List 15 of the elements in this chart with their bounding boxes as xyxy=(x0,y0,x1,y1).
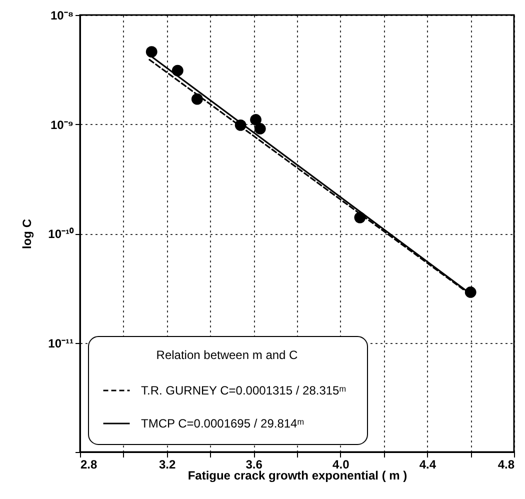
legend-label: T.R. GURNEY C=0.0001315 / 28.315ᵐ xyxy=(141,384,346,398)
y-tick-label: 10⁻⁹ xyxy=(50,118,74,132)
x-tick-label: 3.6 xyxy=(246,458,263,472)
x-tick-label: 2.8 xyxy=(80,458,98,472)
y-axis-title: log C xyxy=(20,218,34,249)
y-tick-label: 10⁻¹¹ xyxy=(48,336,74,350)
legend-label: TMCP C=0.0001695 / 29.814ᵐ xyxy=(141,416,304,430)
y-tick-label: 10⁻¹⁰ xyxy=(48,227,74,241)
y-tick-label: 10⁻⁸ xyxy=(50,8,74,22)
x-tick-label: 4.8 xyxy=(498,458,515,472)
x-tick-label: 4.4 xyxy=(419,458,436,472)
x-tick-label: 3.2 xyxy=(158,458,176,472)
x-tick-label: 4.0 xyxy=(332,458,350,472)
x-axis-title: Fatigue crack growth exponential ( m ) xyxy=(188,468,408,482)
legend-title: Relation between m and C xyxy=(156,348,298,362)
